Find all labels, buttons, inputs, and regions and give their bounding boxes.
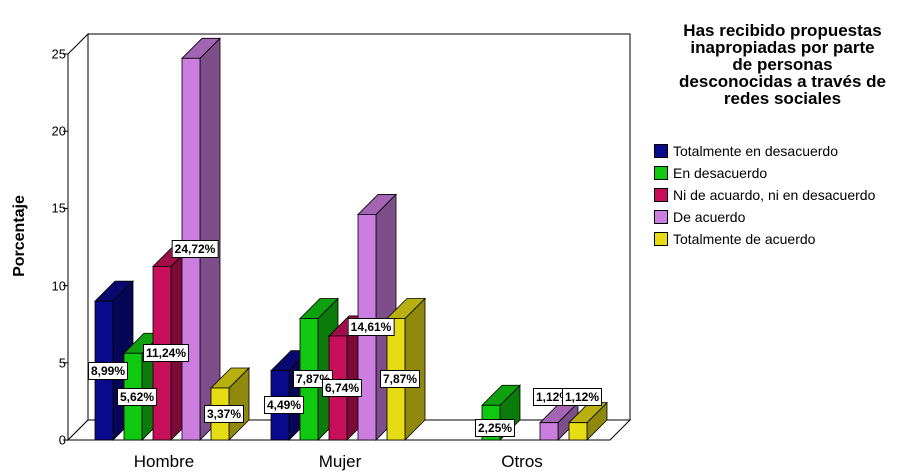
- legend-item: Ni de acuardo, ni en desacuerdo: [654, 184, 875, 206]
- legend-swatch: [654, 166, 668, 180]
- data-label: 7,87%: [292, 370, 334, 389]
- bar: [568, 422, 588, 441]
- x-tick-label: Otros: [501, 452, 543, 471]
- x-tick-label: Mujer: [318, 452, 362, 471]
- data-label: 6,74%: [321, 378, 363, 397]
- data-label: 3,37%: [203, 404, 245, 423]
- legend-title: Has recibido propuestas inapropiadas por…: [655, 22, 910, 107]
- legend-item: De acuerdo: [654, 206, 875, 228]
- legend-swatch: [654, 144, 668, 158]
- legend-title-line: de personas: [732, 55, 833, 74]
- legend-title-line: redes sociales: [723, 89, 842, 108]
- data-label: 24,72%: [171, 240, 219, 259]
- legend-title-line: Has recibido propuestas: [683, 21, 882, 40]
- legend-label: Ni de acuardo, ni en desacuerdo: [673, 187, 876, 203]
- bar-side: [199, 37, 221, 441]
- chart-side-wall: [67, 32, 89, 442]
- data-label: 8,99%: [87, 361, 129, 380]
- legend: Totalmente en desacuerdo En desacuerdo Ni …: [654, 140, 875, 250]
- y-tick-label: 0: [58, 432, 66, 448]
- legend-swatch: [654, 210, 668, 224]
- data-label: 2,25%: [474, 419, 516, 437]
- legend-label: Totalmente en desacuerdo: [673, 143, 838, 159]
- legend-swatch: [654, 232, 668, 246]
- legend-title-line: inapropiadas por parte: [690, 38, 875, 57]
- x-tick-label: Hombre: [133, 452, 195, 471]
- data-label: 7,87%: [379, 370, 421, 389]
- data-label: 4,49%: [263, 396, 305, 415]
- legend-item: Totalmente en desacuerdo: [654, 140, 875, 162]
- bar-side: [404, 297, 426, 441]
- data-label: 14,61%: [347, 318, 395, 337]
- legend-title-line: desconocidas a través de: [679, 72, 886, 91]
- legend-item: Totalmente de acuerdo: [654, 228, 875, 250]
- y-axis-label: Porcentaje: [11, 195, 28, 277]
- data-label: 11,24%: [142, 344, 190, 363]
- legend-item: En desacuerdo: [654, 162, 875, 184]
- legend-label: Totalmente de acuerdo: [673, 231, 816, 247]
- y-tick-label: 20: [51, 123, 66, 139]
- legend-swatch: [654, 188, 668, 202]
- data-label: 1,12%: [561, 387, 603, 406]
- y-tick-label: 15: [51, 200, 66, 216]
- data-label: 5,62%: [116, 387, 158, 406]
- y-tick-label: 25: [51, 46, 66, 62]
- legend-label: En desacuerdo: [673, 165, 768, 181]
- legend-label: De acuerdo: [673, 209, 746, 225]
- y-tick-label: 5: [58, 355, 66, 371]
- y-tick-label: 10: [51, 278, 66, 294]
- bar: [539, 422, 559, 441]
